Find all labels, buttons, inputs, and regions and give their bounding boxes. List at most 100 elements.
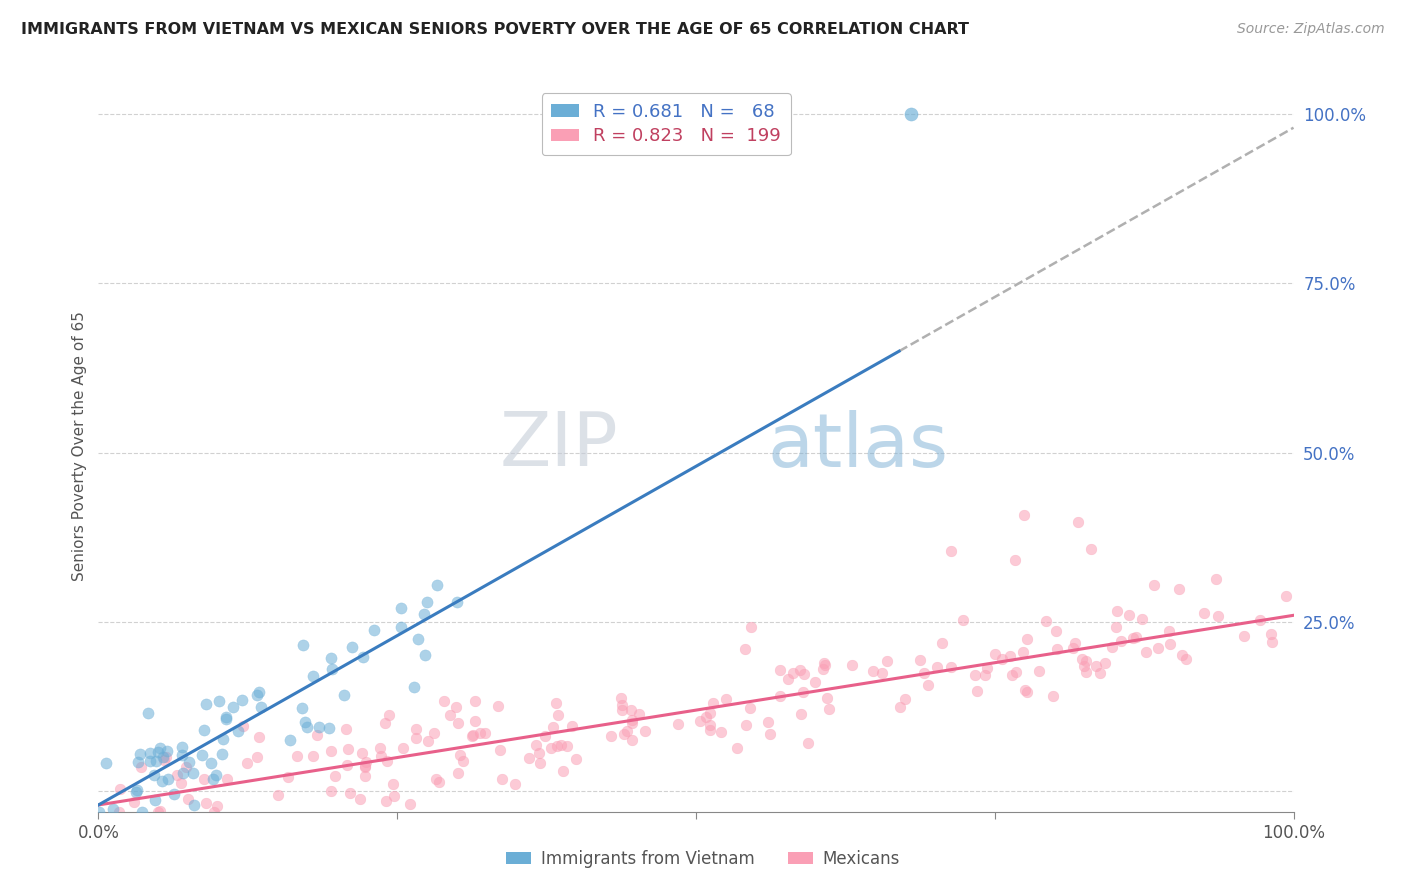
Point xyxy=(1064,636,1087,650)
Point xyxy=(1074,665,1097,680)
Point xyxy=(1249,613,1271,627)
Point xyxy=(413,607,436,621)
Point xyxy=(789,663,811,677)
Point xyxy=(200,756,222,771)
Point xyxy=(716,692,738,706)
Point xyxy=(756,714,779,729)
Point xyxy=(193,772,215,786)
Point xyxy=(1085,658,1108,673)
Point xyxy=(1062,641,1084,656)
Point xyxy=(782,665,804,680)
Point xyxy=(894,692,917,706)
Point xyxy=(1014,508,1036,522)
Point xyxy=(127,755,149,769)
Text: atlas: atlas xyxy=(768,409,949,483)
Point xyxy=(150,774,173,789)
Point xyxy=(363,623,385,637)
Point xyxy=(1004,552,1026,566)
Point xyxy=(740,620,762,634)
Point xyxy=(474,725,496,739)
Point xyxy=(353,759,375,773)
Point xyxy=(321,662,343,676)
Point xyxy=(991,651,1014,665)
Point xyxy=(447,715,470,730)
Point xyxy=(1067,515,1090,529)
Point xyxy=(1001,667,1024,681)
Point xyxy=(447,766,470,780)
Point xyxy=(356,756,378,770)
Point xyxy=(405,722,427,736)
Point xyxy=(162,787,184,801)
Legend: Immigrants from Vietnam, Mexicans: Immigrants from Vietnam, Mexicans xyxy=(499,844,907,875)
Point xyxy=(1014,682,1036,697)
Point xyxy=(449,747,471,762)
Point xyxy=(382,777,405,791)
Point xyxy=(110,782,132,797)
Point xyxy=(305,727,328,741)
Point xyxy=(285,748,308,763)
Point xyxy=(776,672,799,686)
Point xyxy=(122,795,145,809)
Point xyxy=(900,107,922,121)
Point xyxy=(202,772,225,787)
Point xyxy=(392,740,415,755)
Point xyxy=(339,786,361,800)
Point xyxy=(214,712,236,726)
Point xyxy=(613,727,636,741)
Point xyxy=(294,715,316,730)
Point xyxy=(446,595,468,609)
Point xyxy=(302,669,325,683)
Point xyxy=(278,733,301,747)
Point xyxy=(215,710,238,724)
Point xyxy=(336,757,359,772)
Point xyxy=(813,657,835,671)
Point xyxy=(1070,651,1092,665)
Point xyxy=(172,748,194,763)
Text: ZIP: ZIP xyxy=(499,409,619,483)
Point xyxy=(1046,641,1069,656)
Point xyxy=(389,620,412,634)
Point xyxy=(633,723,655,738)
Point xyxy=(1157,624,1180,639)
Point xyxy=(1175,652,1198,666)
Point xyxy=(610,698,633,712)
Point xyxy=(1122,631,1144,645)
Point xyxy=(139,755,162,769)
Point xyxy=(917,678,939,692)
Point xyxy=(1005,665,1028,679)
Point xyxy=(353,760,375,774)
Point xyxy=(439,708,461,723)
Point xyxy=(1088,665,1111,680)
Point xyxy=(149,804,172,818)
Point xyxy=(217,772,239,787)
Point xyxy=(377,707,399,722)
Point xyxy=(152,749,174,764)
Point xyxy=(1142,578,1164,592)
Point xyxy=(174,760,197,774)
Point xyxy=(415,595,437,609)
Text: IMMIGRANTS FROM VIETNAM VS MEXICAN SENIORS POVERTY OVER THE AGE OF 65 CORRELATIO: IMMIGRANTS FROM VIETNAM VS MEXICAN SENIO… xyxy=(21,22,969,37)
Point xyxy=(1080,541,1102,556)
Point xyxy=(699,723,721,738)
Point xyxy=(148,745,170,759)
Point xyxy=(413,648,436,662)
Legend: R = 0.681   N =   68, R = 0.823   N =  199: R = 0.681 N = 68, R = 0.823 N = 199 xyxy=(541,93,790,155)
Point xyxy=(699,718,721,732)
Point xyxy=(620,716,643,731)
Point xyxy=(156,772,179,786)
Point xyxy=(1028,664,1050,678)
Point xyxy=(138,706,160,720)
Point xyxy=(1168,582,1191,596)
Point xyxy=(207,799,229,814)
Point xyxy=(427,774,450,789)
Point xyxy=(425,772,447,786)
Text: Source: ZipAtlas.com: Source: ZipAtlas.com xyxy=(1237,22,1385,37)
Point xyxy=(489,743,512,757)
Point xyxy=(125,783,148,797)
Point xyxy=(735,718,758,732)
Point xyxy=(1135,645,1157,659)
Point xyxy=(616,723,638,738)
Point xyxy=(790,707,813,722)
Point xyxy=(889,699,911,714)
Point xyxy=(103,803,125,817)
